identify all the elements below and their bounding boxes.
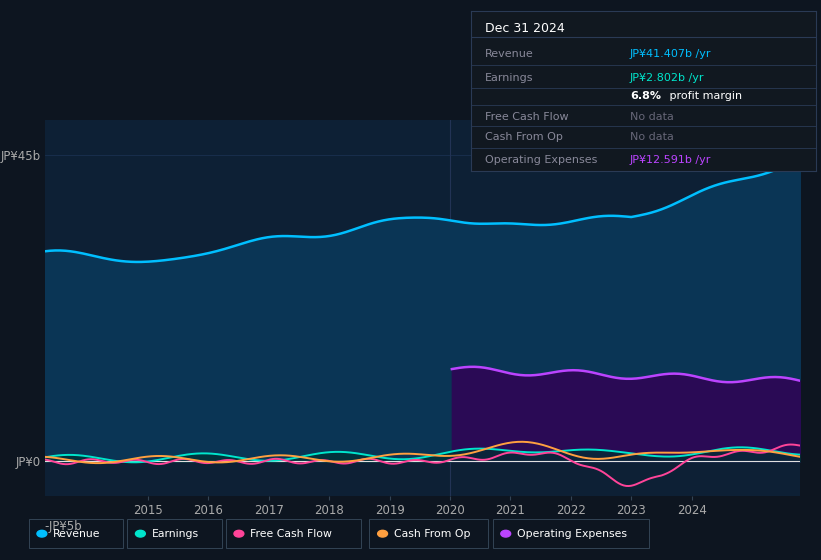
Text: Revenue: Revenue: [485, 49, 534, 59]
Text: Earnings: Earnings: [152, 529, 199, 539]
Text: 6.8%: 6.8%: [630, 91, 661, 101]
Text: -JP¥5b: -JP¥5b: [44, 520, 82, 533]
Text: Cash From Op: Cash From Op: [394, 529, 470, 539]
Text: Dec 31 2024: Dec 31 2024: [485, 22, 565, 35]
Text: profit margin: profit margin: [666, 91, 742, 101]
Text: No data: No data: [630, 132, 674, 142]
Text: JP¥41.407b /yr: JP¥41.407b /yr: [630, 49, 711, 59]
Text: Free Cash Flow: Free Cash Flow: [250, 529, 333, 539]
Text: Operating Expenses: Operating Expenses: [517, 529, 627, 539]
Text: JP¥12.591b /yr: JP¥12.591b /yr: [630, 155, 711, 165]
Text: JP¥2.802b /yr: JP¥2.802b /yr: [630, 73, 704, 83]
Text: Free Cash Flow: Free Cash Flow: [485, 111, 569, 122]
Text: Operating Expenses: Operating Expenses: [485, 155, 598, 165]
Text: No data: No data: [630, 111, 674, 122]
Text: Cash From Op: Cash From Op: [485, 132, 563, 142]
Text: Earnings: Earnings: [485, 73, 534, 83]
Text: Revenue: Revenue: [53, 529, 101, 539]
